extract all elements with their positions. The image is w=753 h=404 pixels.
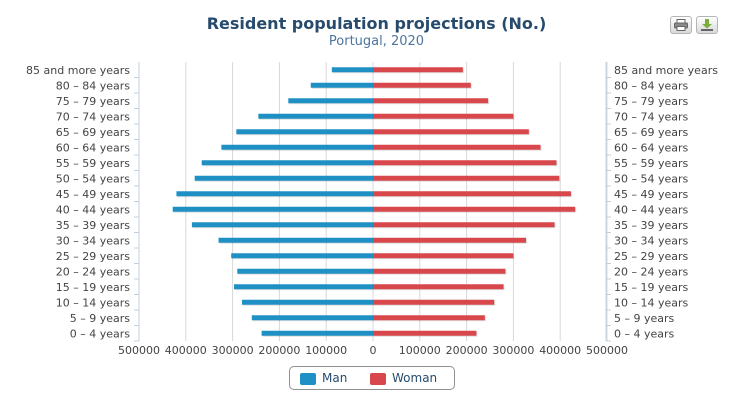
category-label-right: 85 and more years — [614, 64, 718, 77]
category-label-left: 25 – 29 years — [56, 250, 131, 263]
printer-icon — [674, 19, 688, 31]
category-label-left: 10 – 14 years — [56, 296, 131, 309]
category-label-left: 40 – 44 years — [56, 203, 131, 216]
bar-man[interactable] — [251, 315, 373, 321]
bar-man[interactable] — [231, 253, 373, 259]
category-label-left: 70 – 74 years — [56, 110, 131, 123]
category-label-right: 15 – 19 years — [614, 281, 689, 294]
category-label-left: 35 – 39 years — [56, 219, 131, 232]
bar-man[interactable] — [191, 222, 373, 228]
x-tick-label: 500000 — [586, 344, 628, 357]
x-tick-label: 400000 — [165, 344, 207, 357]
bar-woman[interactable] — [373, 284, 504, 290]
category-label-left: 50 – 54 years — [56, 172, 131, 185]
category-label-left: 65 – 69 years — [56, 126, 131, 139]
bar-man[interactable] — [258, 113, 373, 119]
category-label-right: 20 – 24 years — [614, 265, 689, 278]
x-tick-label: 200000 — [446, 344, 488, 357]
category-label-right: 10 – 14 years — [614, 296, 689, 309]
bar-man[interactable] — [241, 299, 373, 305]
bar-man[interactable] — [234, 284, 373, 290]
category-label-right: 80 – 84 years — [614, 79, 689, 92]
bar-woman[interactable] — [373, 268, 506, 274]
category-label-left: 5 – 9 years — [70, 312, 131, 325]
bar-man[interactable] — [236, 129, 373, 135]
bar-woman[interactable] — [373, 129, 529, 135]
legend-swatch-man — [300, 373, 316, 385]
x-tick-label: 500000 — [118, 344, 160, 357]
category-label-left: 60 – 64 years — [56, 141, 131, 154]
bar-man[interactable] — [218, 237, 373, 243]
legend-label-woman: Woman — [392, 371, 438, 385]
bar-woman[interactable] — [373, 113, 514, 119]
category-label-right: 70 – 74 years — [614, 110, 689, 123]
category-label-right: 5 – 9 years — [614, 312, 675, 325]
bar-woman[interactable] — [373, 237, 527, 243]
bar-man[interactable] — [201, 160, 373, 166]
category-label-left: 45 – 49 years — [56, 188, 131, 201]
category-label-left: 80 – 84 years — [56, 79, 131, 92]
bar-man[interactable] — [310, 82, 373, 88]
category-label-left: 30 – 34 years — [56, 234, 131, 247]
bar-man[interactable] — [221, 144, 373, 150]
category-label-right: 65 – 69 years — [614, 126, 689, 139]
x-tick-label: 200000 — [258, 344, 300, 357]
bar-woman[interactable] — [373, 144, 541, 150]
bar-woman[interactable] — [373, 175, 560, 181]
category-label-right: 25 – 29 years — [614, 250, 689, 263]
category-label-right: 50 – 54 years — [614, 172, 689, 185]
bar-woman[interactable] — [373, 160, 557, 166]
category-label-left: 15 – 19 years — [56, 281, 131, 294]
print-button[interactable] — [670, 16, 692, 34]
category-label-left: 0 – 4 years — [70, 327, 131, 340]
bar-man[interactable] — [237, 268, 373, 274]
category-label-right: 75 – 79 years — [614, 95, 689, 108]
bar-man[interactable] — [172, 206, 373, 212]
bar-man[interactable] — [176, 191, 373, 197]
bar-woman[interactable] — [373, 330, 477, 336]
chart-legend: Man Woman — [289, 366, 455, 390]
download-icon — [701, 19, 713, 31]
chart-subtitle: Portugal, 2020 — [328, 34, 425, 49]
bar-man[interactable] — [194, 175, 373, 181]
x-tick-label: 300000 — [212, 344, 254, 357]
legend-label-man: Man — [322, 371, 348, 385]
bar-woman[interactable] — [373, 67, 463, 73]
x-tick-label: 0 — [370, 344, 377, 357]
bar-man[interactable] — [261, 330, 373, 336]
category-label-right: 40 – 44 years — [614, 203, 689, 216]
download-button[interactable] — [696, 16, 718, 34]
category-label-right: 45 – 49 years — [614, 188, 689, 201]
legend-swatch-woman — [370, 373, 386, 385]
category-label-right: 35 – 39 years — [614, 219, 689, 232]
chart-title: Resident population projections (No.) — [206, 14, 547, 33]
x-tick-label: 100000 — [399, 344, 441, 357]
category-label-left: 85 and more years — [26, 64, 130, 77]
bar-woman[interactable] — [373, 222, 555, 228]
bar-woman[interactable] — [373, 82, 471, 88]
category-label-right: 55 – 59 years — [614, 157, 689, 170]
bar-woman[interactable] — [373, 98, 489, 104]
category-label-right: 60 – 64 years — [614, 141, 689, 154]
category-label-left: 75 – 79 years — [56, 95, 131, 108]
x-tick-label: 100000 — [305, 344, 347, 357]
bar-woman[interactable] — [373, 315, 485, 321]
x-tick-label: 300000 — [492, 344, 534, 357]
bar-woman[interactable] — [373, 299, 495, 305]
bar-woman[interactable] — [373, 253, 514, 259]
category-label-left: 20 – 24 years — [56, 265, 131, 278]
bar-woman[interactable] — [373, 206, 576, 212]
bar-man[interactable] — [288, 98, 373, 104]
bar-woman[interactable] — [373, 191, 571, 197]
bar-man[interactable] — [331, 67, 373, 73]
x-tick-label: 400000 — [539, 344, 581, 357]
category-label-right: 30 – 34 years — [614, 234, 689, 247]
category-label-right: 0 – 4 years — [614, 327, 675, 340]
category-label-left: 55 – 59 years — [56, 157, 131, 170]
